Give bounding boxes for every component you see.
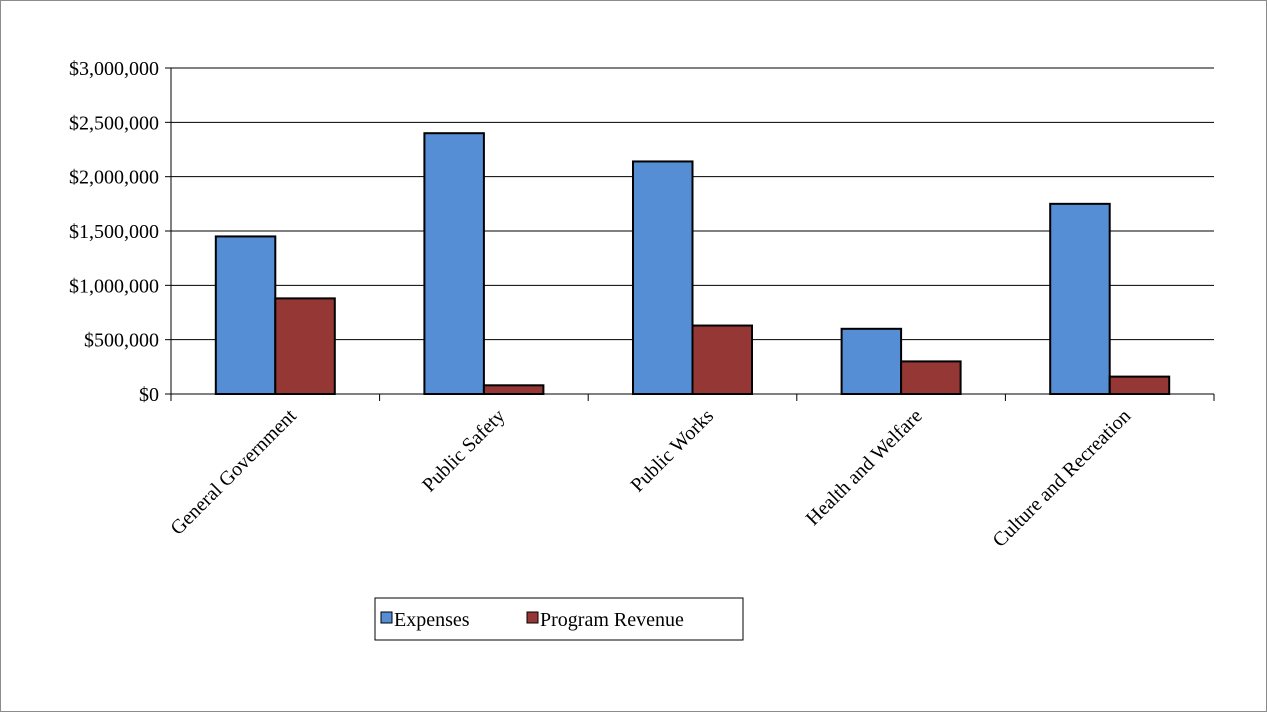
bar-expenses bbox=[840, 327, 903, 395]
bars bbox=[214, 132, 1171, 396]
x-category-label: Public Safety bbox=[418, 405, 509, 496]
x-category-label: Public Works bbox=[626, 405, 718, 497]
x-axis-category-labels: General Government Public Safety Public Wo… bbox=[166, 405, 1135, 552]
y-tick-label: $0 bbox=[139, 384, 159, 406]
axes bbox=[170, 68, 1215, 401]
bar-program-revenue bbox=[482, 384, 545, 396]
y-tick-label: $2,500,000 bbox=[69, 112, 159, 134]
bar-expenses bbox=[632, 160, 694, 395]
x-category-label: General Government bbox=[166, 405, 301, 540]
bar-expenses bbox=[1049, 202, 1111, 395]
y-tick-label: $2,000,000 bbox=[69, 167, 159, 189]
legend-label: Program Revenue bbox=[540, 609, 684, 631]
legend-box bbox=[374, 597, 744, 641]
y-axis-tick-labels: $0 $500,000 $1,000,000 $1,500,000 $2,000,000… bbox=[69, 58, 171, 406]
y-tick-label: $1,000,000 bbox=[69, 275, 159, 297]
x-category-label: Health and Welfare bbox=[802, 405, 927, 530]
legend-label: Expenses bbox=[394, 609, 470, 631]
x-category-label: Culture and Recreation bbox=[989, 405, 1136, 552]
bar-program-revenue bbox=[900, 360, 962, 395]
y-tick-label: $500,000 bbox=[84, 330, 159, 352]
bar-expenses bbox=[423, 132, 485, 395]
y-tick-label: $3,000,000 bbox=[69, 58, 159, 80]
bar-program-revenue bbox=[1108, 375, 1171, 396]
y-tick-label: $1,500,000 bbox=[69, 221, 159, 243]
bar-program-revenue bbox=[691, 324, 753, 396]
legend-swatch bbox=[526, 611, 539, 624]
legend-swatch bbox=[380, 611, 393, 624]
bar-expenses bbox=[214, 235, 277, 395]
bar-program-revenue bbox=[274, 297, 336, 395]
legend: Expenses Program Revenue bbox=[374, 597, 744, 641]
